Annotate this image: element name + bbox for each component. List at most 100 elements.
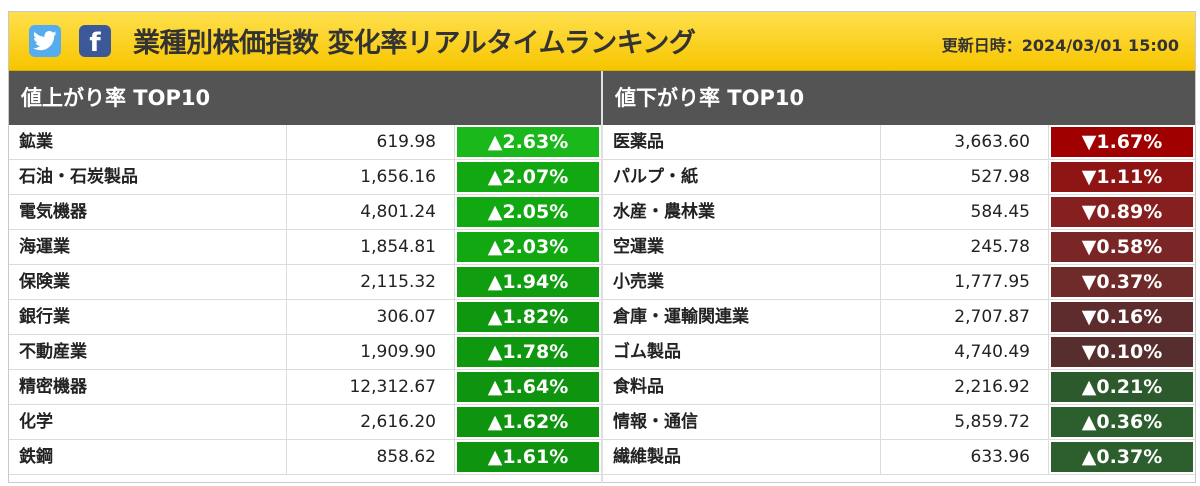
change-badge: ▲1.64%: [457, 372, 599, 402]
change-cell: ▼0.89%: [1049, 195, 1195, 229]
change-badge: ▼0.10%: [1051, 337, 1193, 367]
sector-name: 精密機器: [9, 370, 287, 404]
change-badge: ▲1.62%: [457, 407, 599, 437]
sector-name: 海運業: [9, 230, 287, 264]
change-badge: ▲2.05%: [457, 197, 599, 227]
index-value: 4,801.24: [287, 195, 455, 229]
table-row[interactable]: 倉庫・運輸関連業 2,707.87 ▼0.16%: [603, 300, 1195, 335]
gainers-panel: 値上がり率 TOP10 鉱業 619.98 ▲2.63% 石油・石炭製品 1,656.1…: [9, 71, 601, 475]
table-row[interactable]: 水産・農林業 584.45 ▼0.89%: [603, 195, 1195, 230]
change-cell: ▲1.64%: [455, 370, 601, 404]
header-bar: f 業種別株価指数 変化率リアルタイムランキング 更新日時：2024/03/01…: [9, 12, 1195, 71]
index-value: 5,859.72: [881, 405, 1049, 439]
sector-name: 水産・農林業: [603, 195, 881, 229]
gainers-heading: 値上がり率 TOP10: [9, 71, 601, 125]
sector-name: 倉庫・運輸関連業: [603, 300, 881, 334]
index-value: 12,312.67: [287, 370, 455, 404]
losers-list: 医薬品 3,663.60 ▼1.67% パルプ・紙 527.98 ▼1.11% 水産・農林業…: [603, 125, 1195, 475]
change-badge: ▼0.37%: [1051, 267, 1193, 297]
change-cell: ▲0.37%: [1049, 440, 1195, 474]
change-cell: ▲0.36%: [1049, 405, 1195, 439]
table-row[interactable]: 小売業 1,777.95 ▼0.37%: [603, 265, 1195, 300]
table-row[interactable]: 電気機器 4,801.24 ▲2.05%: [9, 195, 601, 230]
change-cell: ▲1.78%: [455, 335, 601, 369]
index-value: 527.98: [881, 160, 1049, 194]
sector-name: パルプ・紙: [603, 160, 881, 194]
index-value: 4,740.49: [881, 335, 1049, 369]
table-row[interactable]: 不動産業 1,909.90 ▲1.78%: [9, 335, 601, 370]
facebook-share-button[interactable]: f: [79, 25, 111, 58]
table-row[interactable]: 食料品 2,216.92 ▲0.21%: [603, 370, 1195, 405]
index-value: 858.62: [287, 440, 455, 474]
index-value: 2,707.87: [881, 300, 1049, 334]
change-badge: ▲0.36%: [1051, 407, 1193, 437]
change-badge: ▼0.16%: [1051, 302, 1193, 332]
twitter-bird-icon: [33, 31, 57, 51]
change-cell: ▼1.11%: [1049, 160, 1195, 194]
change-cell: ▲2.03%: [455, 230, 601, 264]
index-value: 3,663.60: [881, 125, 1049, 159]
table-row[interactable]: 海運業 1,854.81 ▲2.03%: [9, 230, 601, 265]
change-badge: ▼1.67%: [1051, 127, 1193, 157]
gainers-list: 鉱業 619.98 ▲2.63% 石油・石炭製品 1,656.16 ▲2.07% 電気機器 4…: [9, 125, 601, 475]
change-badge: ▼1.11%: [1051, 162, 1193, 192]
sector-name: 情報・通信: [603, 405, 881, 439]
change-cell: ▲1.62%: [455, 405, 601, 439]
index-value: 619.98: [287, 125, 455, 159]
table-row[interactable]: 銀行業 306.07 ▲1.82%: [9, 300, 601, 335]
change-cell: ▲1.94%: [455, 265, 601, 299]
table-row[interactable]: 鉱業 619.98 ▲2.63%: [9, 125, 601, 160]
ranking-widget: f 業種別株価指数 変化率リアルタイムランキング 更新日時：2024/03/01…: [8, 11, 1196, 483]
twitter-share-button[interactable]: [29, 25, 61, 57]
panel-divider: [601, 71, 603, 483]
table-row[interactable]: 情報・通信 5,859.72 ▲0.36%: [603, 405, 1195, 440]
table-row[interactable]: 保険業 2,115.32 ▲1.94%: [9, 265, 601, 300]
change-cell: ▲1.61%: [455, 440, 601, 474]
losers-heading: 値下がり率 TOP10: [603, 71, 1195, 125]
change-cell: ▲0.21%: [1049, 370, 1195, 404]
index-value: 584.45: [881, 195, 1049, 229]
page-title: 業種別株価指数 変化率リアルタイムランキング: [133, 28, 696, 59]
updated-timestamp: 更新日時：2024/03/01 15:00: [941, 36, 1179, 55]
change-badge: ▼0.58%: [1051, 232, 1193, 262]
losers-panel: 値下がり率 TOP10 医薬品 3,663.60 ▼1.67% パルプ・紙 527.98…: [603, 71, 1195, 475]
change-badge: ▲2.07%: [457, 162, 599, 192]
index-value: 2,616.20: [287, 405, 455, 439]
table-row[interactable]: 石油・石炭製品 1,656.16 ▲2.07%: [9, 160, 601, 195]
change-badge: ▲0.37%: [1051, 442, 1193, 472]
change-badge: ▲2.03%: [457, 232, 599, 262]
index-value: 245.78: [881, 230, 1049, 264]
table-row[interactable]: 精密機器 12,312.67 ▲1.64%: [9, 370, 601, 405]
index-value: 1,777.95: [881, 265, 1049, 299]
table-row[interactable]: 医薬品 3,663.60 ▼1.67%: [603, 125, 1195, 160]
change-badge: ▲1.94%: [457, 267, 599, 297]
change-badge: ▲1.82%: [457, 302, 599, 332]
change-cell: ▼0.16%: [1049, 300, 1195, 334]
change-cell: ▲2.63%: [455, 125, 601, 159]
change-badge: ▼0.89%: [1051, 197, 1193, 227]
change-cell: ▲1.82%: [455, 300, 601, 334]
index-value: 2,115.32: [287, 265, 455, 299]
table-row[interactable]: 鉄鋼 858.62 ▲1.61%: [9, 440, 601, 475]
sector-name: 医薬品: [603, 125, 881, 159]
table-row[interactable]: 化学 2,616.20 ▲1.62%: [9, 405, 601, 440]
change-cell: ▼0.58%: [1049, 230, 1195, 264]
table-row[interactable]: パルプ・紙 527.98 ▼1.11%: [603, 160, 1195, 195]
sector-name: ゴム製品: [603, 335, 881, 369]
facebook-f-icon: f: [89, 28, 101, 58]
sector-name: 保険業: [9, 265, 287, 299]
index-value: 306.07: [287, 300, 455, 334]
index-value: 1,854.81: [287, 230, 455, 264]
table-row[interactable]: 空運業 245.78 ▼0.58%: [603, 230, 1195, 265]
sector-name: 不動産業: [9, 335, 287, 369]
index-value: 1,909.90: [287, 335, 455, 369]
table-row[interactable]: ゴム製品 4,740.49 ▼0.10%: [603, 335, 1195, 370]
change-badge: ▲2.63%: [457, 127, 599, 157]
index-value: 2,216.92: [881, 370, 1049, 404]
table-row[interactable]: 繊維製品 633.96 ▲0.37%: [603, 440, 1195, 475]
sector-name: 石油・石炭製品: [9, 160, 287, 194]
sector-name: 小売業: [603, 265, 881, 299]
change-cell: ▼0.37%: [1049, 265, 1195, 299]
sector-name: 空運業: [603, 230, 881, 264]
change-cell: ▼0.10%: [1049, 335, 1195, 369]
